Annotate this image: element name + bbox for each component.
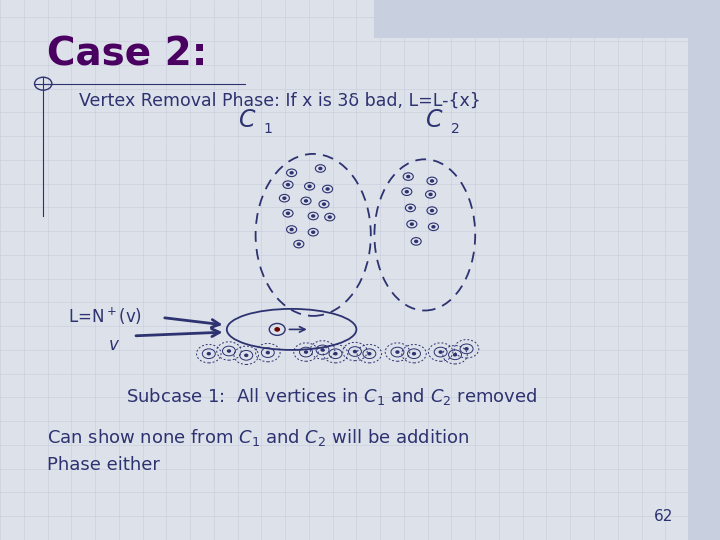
- Circle shape: [334, 353, 337, 355]
- Circle shape: [323, 203, 325, 205]
- Circle shape: [305, 200, 307, 202]
- Text: 1: 1: [264, 122, 272, 136]
- Circle shape: [290, 172, 293, 174]
- Circle shape: [207, 353, 210, 355]
- Circle shape: [287, 212, 289, 214]
- Circle shape: [245, 354, 248, 356]
- Circle shape: [312, 231, 315, 233]
- Text: $v$: $v$: [108, 336, 120, 354]
- Circle shape: [283, 197, 286, 199]
- Circle shape: [415, 240, 418, 242]
- Circle shape: [465, 348, 468, 350]
- Text: 2: 2: [451, 122, 459, 136]
- Circle shape: [439, 351, 442, 353]
- Circle shape: [319, 167, 322, 170]
- Circle shape: [305, 351, 307, 353]
- Circle shape: [413, 353, 415, 355]
- Circle shape: [326, 188, 329, 190]
- Circle shape: [432, 226, 435, 228]
- Circle shape: [308, 185, 311, 187]
- Circle shape: [429, 193, 432, 195]
- Circle shape: [312, 215, 315, 217]
- Circle shape: [431, 180, 433, 182]
- Circle shape: [409, 207, 412, 209]
- FancyBboxPatch shape: [374, 0, 720, 38]
- Circle shape: [405, 191, 408, 193]
- Circle shape: [297, 243, 300, 245]
- Text: 62: 62: [654, 509, 673, 524]
- Circle shape: [275, 328, 279, 331]
- Text: $C$: $C$: [238, 109, 256, 132]
- Text: L=N$^+$(v): L=N$^+$(v): [68, 305, 143, 327]
- Circle shape: [396, 351, 399, 353]
- Circle shape: [431, 210, 433, 212]
- FancyBboxPatch shape: [688, 0, 720, 540]
- Text: Subcase 1:  All vertices in $C_1$ and $C_2$ removed: Subcase 1: All vertices in $C_1$ and $C_…: [126, 386, 537, 407]
- Circle shape: [228, 350, 230, 352]
- Circle shape: [287, 184, 289, 186]
- Circle shape: [410, 223, 413, 225]
- Circle shape: [321, 349, 324, 351]
- Text: $C$: $C$: [425, 109, 444, 132]
- Circle shape: [328, 216, 331, 218]
- Text: Phase either: Phase either: [47, 456, 160, 474]
- Circle shape: [354, 350, 356, 353]
- Text: Can show none from $C_1$ and $C_2$ will be addition: Can show none from $C_1$ and $C_2$ will …: [47, 427, 469, 448]
- Text: Vertex Removal Phase: If x is 3δ bad, L=L-{x}: Vertex Removal Phase: If x is 3δ bad, L=…: [79, 92, 481, 110]
- Circle shape: [368, 353, 371, 355]
- Circle shape: [407, 176, 410, 178]
- Text: Case 2:: Case 2:: [47, 35, 207, 73]
- Circle shape: [266, 352, 269, 354]
- Circle shape: [454, 354, 456, 356]
- Circle shape: [290, 228, 293, 231]
